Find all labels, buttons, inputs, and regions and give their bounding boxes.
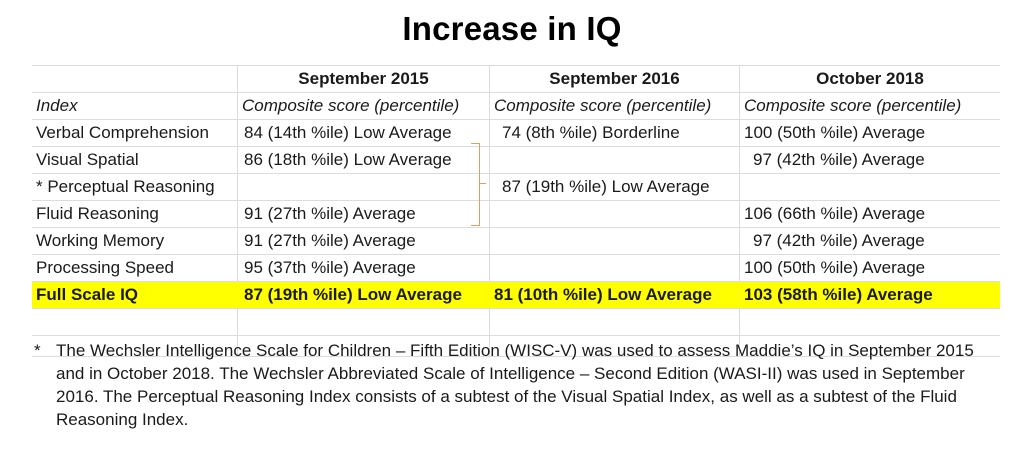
header-sep-2015: September 2015	[238, 66, 490, 92]
index-name: Visual Spatial	[32, 147, 238, 173]
table-row-processing-speed: Processing Speed 95 (37th %ile) Average …	[32, 254, 1000, 281]
subheader-index: Index	[32, 93, 238, 119]
table-row-full-scale-iq: Full Scale IQ 87 (19th %ile) Low Average…	[32, 281, 1000, 308]
score-sep-2015: 95 (37th %ile) Average	[238, 255, 490, 281]
empty-cell	[490, 309, 740, 335]
index-name: * Perceptual Reasoning	[32, 174, 238, 200]
footnote: * The Wechsler Intelligence Scale for Ch…	[34, 339, 994, 431]
index-name: Working Memory	[32, 228, 238, 254]
date-header-row: September 2015 September 2016 October 20…	[32, 65, 1000, 92]
empty-cell	[32, 336, 238, 356]
index-name: Processing Speed	[32, 255, 238, 281]
header-sep-2016: September 2016	[490, 66, 740, 92]
score-sep-2016: 81 (10th %ile) Low Average	[494, 285, 712, 304]
subheader-sep-2015: Composite score (percentile)	[238, 93, 490, 119]
subheader-oct-2018: Composite score (percentile)	[744, 96, 962, 115]
score-sep-2015: 86 (18th %ile) Low Average	[238, 147, 490, 173]
score-sep-2016: 74 (8th %ile) Borderline	[490, 120, 740, 146]
score-sep-2015: 84 (14th %ile) Low Average	[238, 120, 490, 146]
table-row-working-memory: Working Memory 91 (27th %ile) Average 97…	[32, 227, 1000, 254]
header-blank	[32, 66, 238, 92]
table-row-fluid-reasoning: Fluid Reasoning 91 (27th %ile) Average 1…	[32, 200, 1000, 227]
score-sep-2015: 91 (27th %ile) Average	[238, 201, 490, 227]
empty-cell	[740, 309, 1000, 335]
score-oct-2018: 97 (42th %ile) Average	[753, 231, 925, 250]
score-sep-2016: 87 (19th %ile) Low Average	[490, 174, 740, 200]
score-sep-2016	[490, 147, 740, 173]
score-oct-2018	[740, 174, 1000, 200]
empty-cell	[490, 336, 740, 356]
table-row-visual-spatial: Visual Spatial 86 (18th %ile) Low Averag…	[32, 146, 1000, 173]
score-sep-2015: 87 (19th %ile) Low Average	[244, 285, 462, 304]
subheader-sep-2016: Composite score (percentile)	[490, 93, 740, 119]
score-oct-2018: 100 (50th %ile) Average	[744, 258, 926, 277]
index-name: Fluid Reasoning	[32, 201, 238, 227]
sub-header-row: Index Composite score (percentile) Compo…	[32, 92, 1000, 119]
empty-cell	[238, 336, 490, 356]
score-oct-2018: 106 (66th %ile) Average	[744, 204, 926, 223]
perceptual-reasoning-bracket	[471, 143, 480, 226]
score-sep-2016	[490, 255, 740, 281]
table-row-verbal-comprehension: Verbal Comprehension 84 (14th %ile) Low …	[32, 119, 1000, 146]
footnote-marker: *	[34, 341, 41, 360]
score-sep-2016	[490, 228, 740, 254]
empty-row	[32, 335, 1000, 357]
score-oct-2018: 100 (50th %ile) Average	[744, 123, 926, 142]
footnote-text: The Wechsler Intelligence Scale for Chil…	[56, 341, 974, 429]
iq-score-table: September 2015 September 2016 October 20…	[32, 65, 1000, 357]
table-row-perceptual-reasoning: * Perceptual Reasoning 87 (19th %ile) Lo…	[32, 173, 1000, 200]
score-sep-2016	[490, 201, 740, 227]
score-oct-2018: 103 (58th %ile) Average	[744, 285, 933, 304]
score-sep-2015	[238, 174, 490, 200]
bracket-tick	[480, 183, 486, 184]
header-oct-2018: October 2018	[816, 69, 924, 88]
empty-row	[32, 308, 1000, 335]
score-oct-2018: 97 (42th %ile) Average	[753, 150, 925, 169]
index-name: Full Scale IQ	[36, 285, 139, 304]
score-sep-2015: 91 (27th %ile) Average	[238, 228, 490, 254]
empty-cell	[32, 309, 238, 335]
empty-cell	[238, 309, 490, 335]
page-title: Increase in IQ	[402, 10, 622, 47]
index-name: Verbal Comprehension	[32, 120, 238, 146]
